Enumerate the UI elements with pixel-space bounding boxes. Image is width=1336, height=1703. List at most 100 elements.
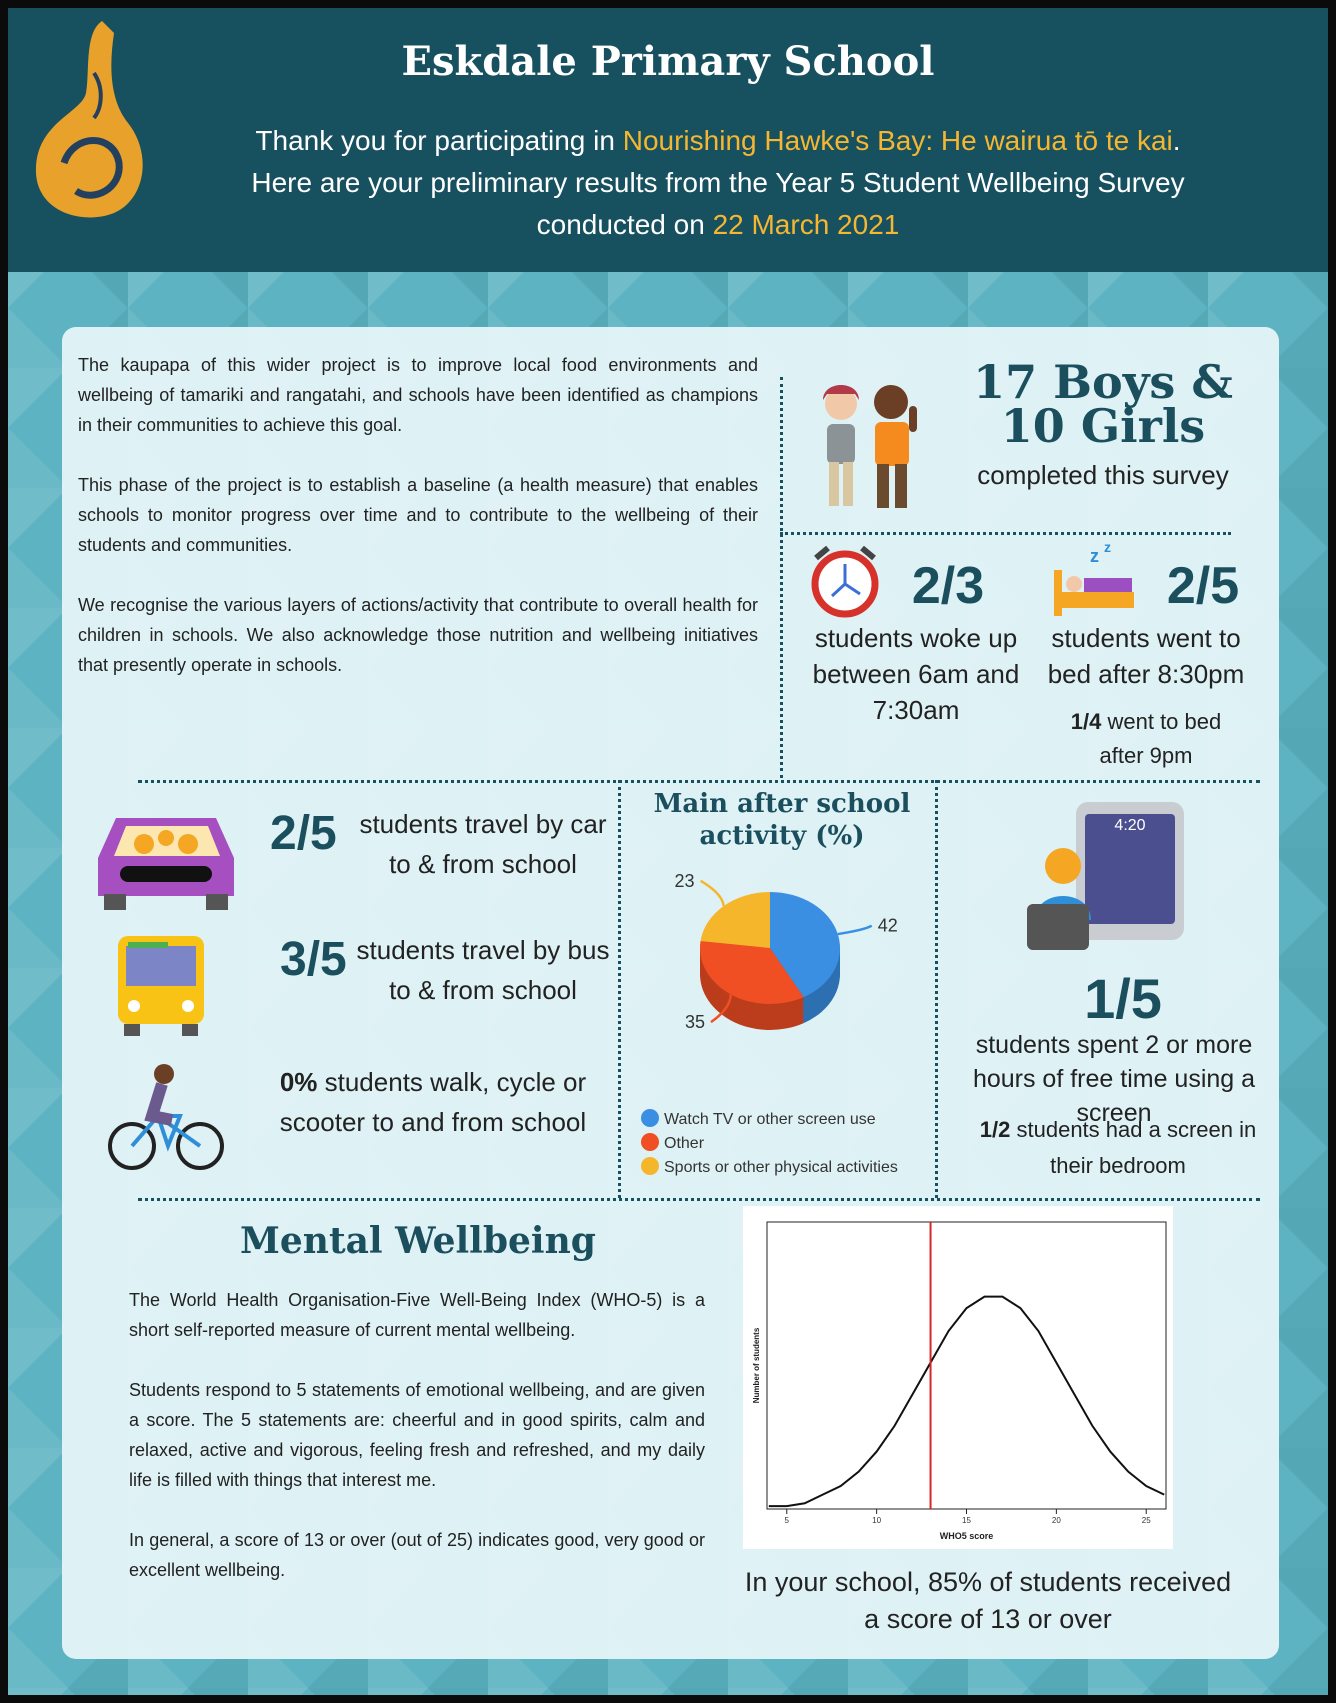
screen-note-text: students had a screen in their bedroom: [1017, 1117, 1257, 1178]
y-axis-label: Number of students: [752, 1327, 761, 1403]
icon-part: [874, 385, 908, 419]
intro-paragraph: This phase of the project is to establis…: [78, 470, 758, 560]
legend-label: Sports or other physical activities: [664, 1159, 898, 1176]
icon-part: [182, 1000, 194, 1012]
icon-part: [843, 462, 853, 506]
icon-part: [875, 422, 909, 466]
message-text: conducted on: [537, 209, 705, 240]
mental-result: In your school, 85% of students received…: [738, 1564, 1238, 1638]
x-tick-label: 25: [1142, 1516, 1151, 1525]
icon-part: [895, 464, 907, 508]
mental-paragraph: Students respond to 5 statements of emot…: [129, 1375, 705, 1495]
pie-value-label: 23: [675, 871, 695, 891]
boys-count: 17 Boys &: [938, 360, 1268, 404]
walk-text: 0% students walk, cycle or scooter to an…: [258, 1062, 608, 1142]
x-tick-label: 20: [1052, 1516, 1061, 1525]
separator: [138, 780, 1260, 783]
icon-part: [124, 1024, 140, 1036]
separator: [935, 780, 938, 1198]
separator: [780, 377, 783, 778]
car-icon: [96, 808, 241, 913]
screen-icon: 4:20: [1023, 800, 1188, 955]
clock-icon: [808, 544, 883, 619]
students-icon: [813, 376, 923, 511]
message-text: Here are your preliminary results from t…: [251, 167, 1184, 198]
legend-label: Watch TV or other screen use: [664, 1111, 876, 1128]
x-axis-label: WHO5 score: [940, 1531, 994, 1541]
icon-part: z: [1090, 546, 1099, 566]
message-text: .: [1173, 125, 1181, 156]
survey-date: 22 March 2021: [713, 209, 900, 240]
girls-count: 10 Girls: [938, 404, 1268, 448]
bed-icon: z z: [1052, 540, 1137, 620]
bike-icon: [108, 1058, 226, 1176]
who5-chart: 5 10 15 20 25 WHO5 score Number of students: [743, 1206, 1173, 1549]
mental-paragraph: The World Health Organisation-Five Well-…: [129, 1285, 705, 1345]
x-tick-label: 15: [962, 1516, 971, 1525]
screen-fraction: 1/5: [1048, 966, 1198, 1031]
pie-value-label: 35: [685, 1012, 705, 1032]
icon-part: [1066, 576, 1082, 592]
icon-part: [178, 834, 198, 854]
icon-part: [128, 942, 168, 948]
icon-part: 4:20: [1114, 817, 1145, 834]
message: Thank you for participating in Nourishin…: [208, 120, 1228, 246]
screen-note: 1/2 students had a screen in their bedro…: [968, 1112, 1268, 1184]
legend-swatch: [641, 1109, 659, 1127]
icon-part: [126, 946, 196, 986]
pie-slice: [701, 892, 770, 948]
plot-frame: [767, 1222, 1166, 1509]
icon-part: [152, 1084, 172, 1120]
pie-value-label: 42: [878, 916, 898, 936]
wake-text: students woke up between 6am and 7:30am: [806, 620, 1026, 728]
mental-text: The World Health Organisation-Five Well-…: [129, 1285, 705, 1615]
legend-swatch: [641, 1157, 659, 1175]
bus-text: students travel by bus to & from school: [353, 930, 613, 1010]
separator: [780, 532, 1231, 535]
bus-fraction: 3/5: [280, 932, 347, 987]
intro-paragraph: The kaupapa of this wider project is to …: [78, 350, 758, 440]
density-curve: [769, 1297, 1164, 1507]
bed-note-fraction: 1/4: [1071, 709, 1102, 734]
icon-part: [206, 894, 228, 910]
icon-part: [1054, 592, 1134, 608]
icon-part: [158, 830, 174, 846]
icon-part: [1045, 848, 1081, 884]
bus-icon: [114, 934, 209, 1038]
icon-part: [1027, 904, 1089, 950]
pie-title: Main after school activity (%): [644, 788, 920, 852]
project-name: Nourishing Hawke's Bay: He wairua tō te …: [623, 125, 1173, 156]
legend-swatch: [641, 1133, 659, 1151]
screen-note-fraction: 1/2: [980, 1117, 1011, 1142]
leader-line: [701, 881, 724, 906]
separator: [138, 1198, 1260, 1201]
intro: The kaupapa of this wider project is to …: [78, 350, 758, 710]
message-text: Thank you for participating in: [255, 125, 615, 156]
car-text: students travel by car to & from school: [353, 804, 613, 884]
icon-part: [134, 834, 154, 854]
icon-part: [1084, 578, 1132, 592]
walk-fraction: 0%: [280, 1067, 318, 1097]
icon-part: [104, 894, 126, 910]
icon-part: [909, 406, 917, 432]
bed-text: students went to bed after 8:30pm: [1033, 620, 1259, 692]
header: Eskdale Primary School Thank you for par…: [8, 8, 1328, 272]
icon-part: [827, 424, 855, 464]
walk-text-body: students walk, cycle or scooter to and f…: [280, 1067, 586, 1137]
icon-part: [128, 1000, 140, 1012]
icon-part: [120, 866, 212, 882]
mental-title: Mental Wellbeing: [168, 1220, 668, 1262]
wake-fraction: 2/3: [893, 556, 1003, 616]
car-fraction: 2/5: [270, 806, 337, 861]
x-tick-label: 10: [872, 1516, 881, 1525]
intro-paragraph: We recognise the various layers of actio…: [78, 590, 758, 680]
bed-fraction: 2/5: [1148, 556, 1258, 616]
x-tick-label: 5: [785, 1516, 790, 1525]
participants-caption: completed this survey: [938, 460, 1268, 491]
leader-line: [838, 926, 872, 934]
icon-part: [182, 1024, 198, 1036]
icon-part: z: [1104, 540, 1111, 555]
icon-part: [829, 462, 839, 506]
bed-note: 1/4 went to bed after 9pm: [1048, 705, 1244, 773]
